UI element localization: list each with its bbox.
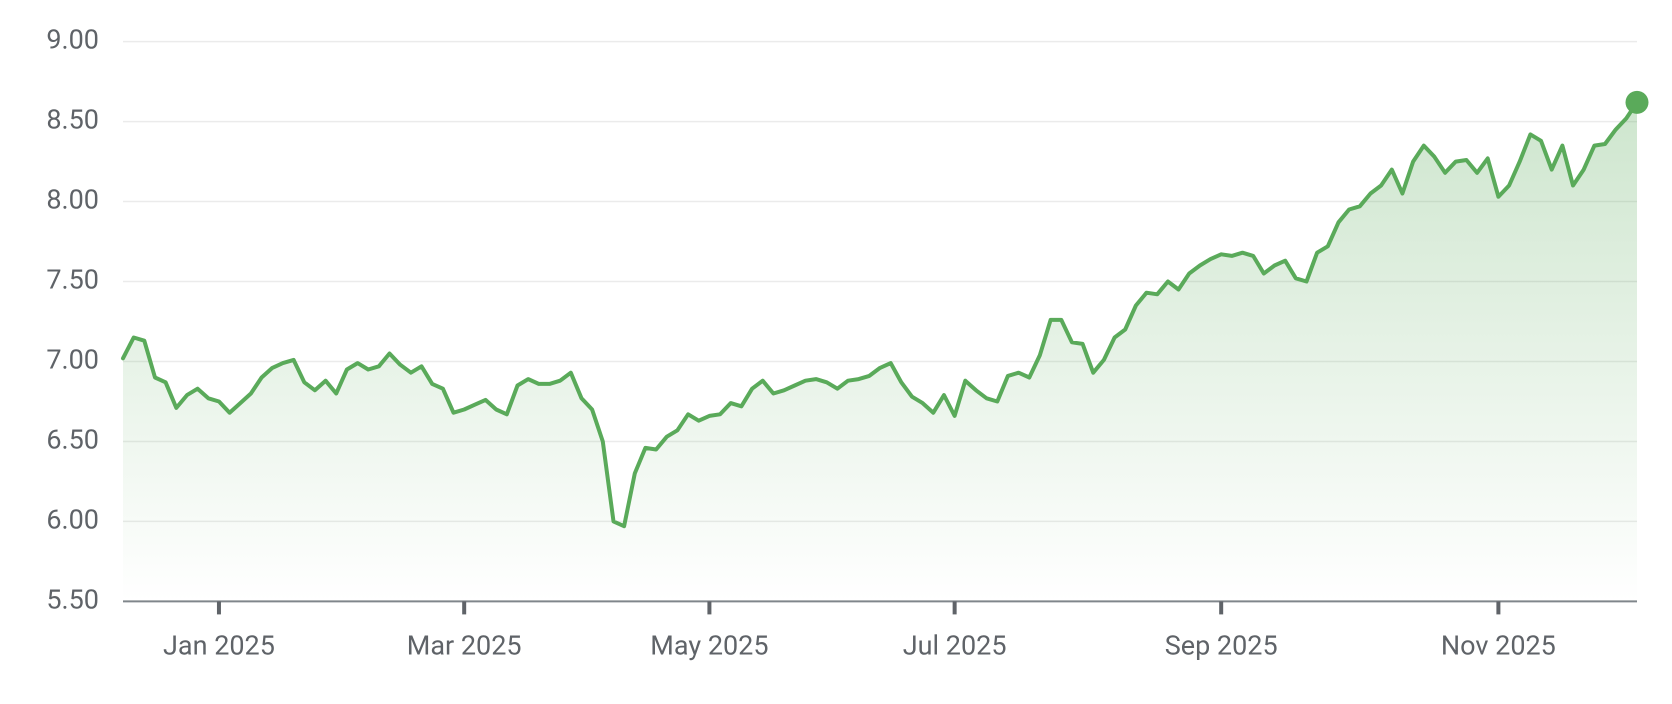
x-tick-label: Jan 2025 xyxy=(163,630,275,662)
line xyxy=(121,100,1639,529)
y-tick-label: 8.50 xyxy=(46,104,99,136)
x-tick-label: Jul 2025 xyxy=(903,630,1007,662)
y-tick-label: 6.00 xyxy=(46,504,99,536)
x-tick-label: Mar 2025 xyxy=(407,630,522,662)
x-tick-label: Nov 2025 xyxy=(1441,630,1556,662)
x-tick-label: Sep 2025 xyxy=(1165,630,1278,662)
area xyxy=(123,102,1637,602)
end-point xyxy=(1625,90,1649,114)
y-tick-label: 6.50 xyxy=(46,424,99,456)
y-tick-label: 7.50 xyxy=(46,264,99,296)
y-tick-label: 5.50 xyxy=(46,584,99,616)
y-tick-label: 8.00 xyxy=(46,184,99,216)
y-tick-label: 7.00 xyxy=(46,344,99,376)
y-tick-label: 9.00 xyxy=(46,24,99,56)
x-tick-label: May 2025 xyxy=(650,630,768,662)
